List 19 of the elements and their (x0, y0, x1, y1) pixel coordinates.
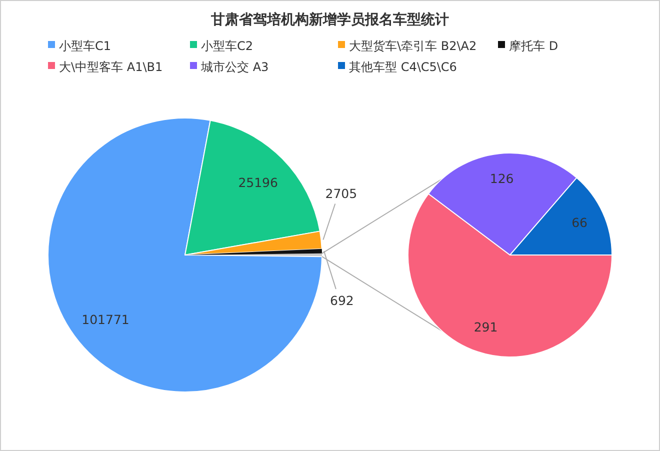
legend-label: 摩托车 D (509, 39, 558, 53)
data-label: 692 (330, 293, 354, 308)
data-label: 101771 (82, 312, 130, 328)
legend-item: 大型货车\牵引车 B2\A2 (338, 39, 477, 53)
legend-label: 小型车C1 (59, 39, 112, 53)
data-label: 291 (474, 320, 498, 335)
pie-slice (48, 118, 322, 392)
data-label: 126 (490, 170, 514, 186)
data-label: 25196 (238, 174, 278, 190)
legend-item: 其他车型 C4\C5\C6 (338, 60, 457, 74)
legend-item: 城市公交 A3 (190, 60, 269, 74)
data-label: 2705 (325, 186, 358, 201)
legend-item: 大\中型客车 A1\B1 (48, 60, 163, 74)
chart-title: 甘肃省驾培机构新增学员报名车型统计 (210, 11, 449, 28)
data-label: 66 (572, 215, 588, 230)
legend-label: 小型车C2 (201, 39, 254, 53)
legend-item: 小型车C2 (190, 39, 254, 53)
legend-item: 摩托车 D (498, 39, 558, 53)
legend-item: 小型车C1 (48, 39, 112, 53)
